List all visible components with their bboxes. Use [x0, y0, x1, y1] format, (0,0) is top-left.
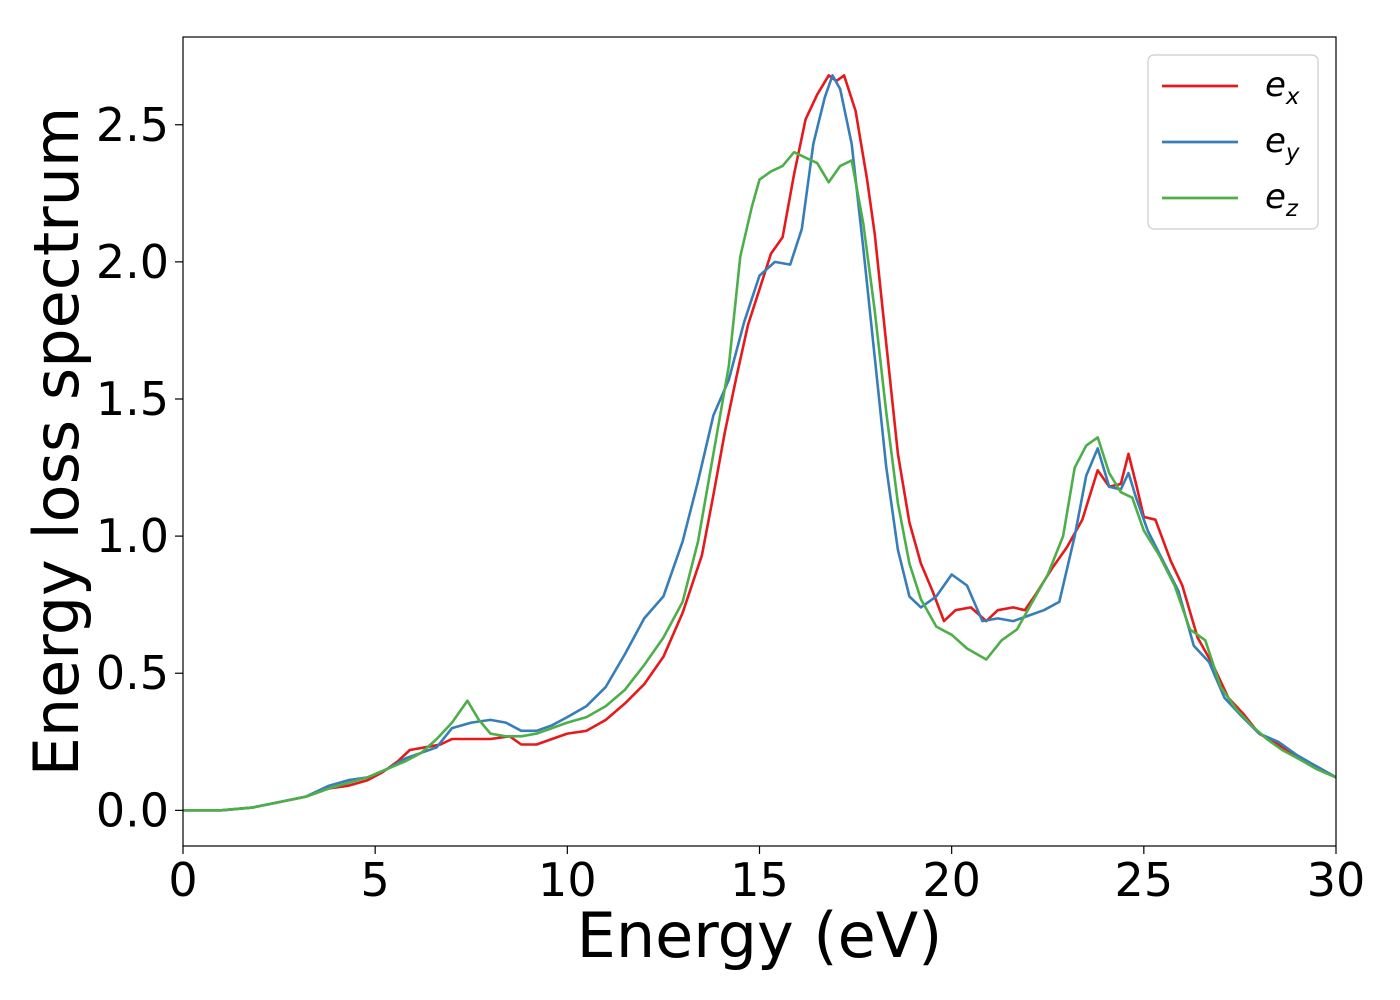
x-tick-label: 15	[730, 853, 789, 907]
y-axis-ticks: 0.0 0.5 1.0 1.5 2.0 2.5	[96, 98, 183, 837]
x-axis-label: Energy (eV)	[577, 899, 943, 972]
y-tick-label: 1.0	[96, 509, 169, 563]
x-tick-label: 25	[1115, 853, 1174, 907]
y-tick-label: 1.5	[96, 372, 169, 426]
x-tick-label: 0	[168, 853, 197, 907]
series-line-z	[183, 150, 1337, 812]
legend-label-subscript: z	[1285, 196, 1299, 222]
legend-label-subscript: y	[1285, 140, 1300, 166]
x-tick-label: 30	[1307, 853, 1366, 907]
legend-label-z: ez	[1265, 177, 1299, 222]
y-tick-label: 0.5	[96, 646, 169, 700]
x-tick-label: 5	[361, 853, 390, 907]
legend-label-base: e	[1265, 177, 1286, 217]
y-tick-label: 2.0	[96, 235, 169, 289]
legend-label-subscript: x	[1285, 84, 1300, 110]
series-layer	[183, 74, 1337, 812]
y-tick-label: 2.5	[96, 98, 169, 152]
legend-label-base: e	[1265, 65, 1286, 105]
series-line-y	[183, 74, 1337, 812]
x-tick-label: 10	[538, 853, 597, 907]
y-tick-label: 0.0	[96, 783, 169, 837]
legend-label-x: ex	[1265, 65, 1300, 110]
x-axis-ticks: 0 5 10 15 20 25 30	[168, 846, 1365, 907]
legend-label-y: ey	[1265, 121, 1300, 166]
x-tick-label: 20	[922, 853, 981, 907]
y-axis-label: Energy loss spectrum	[20, 107, 93, 777]
legend-label-base: e	[1265, 121, 1286, 161]
